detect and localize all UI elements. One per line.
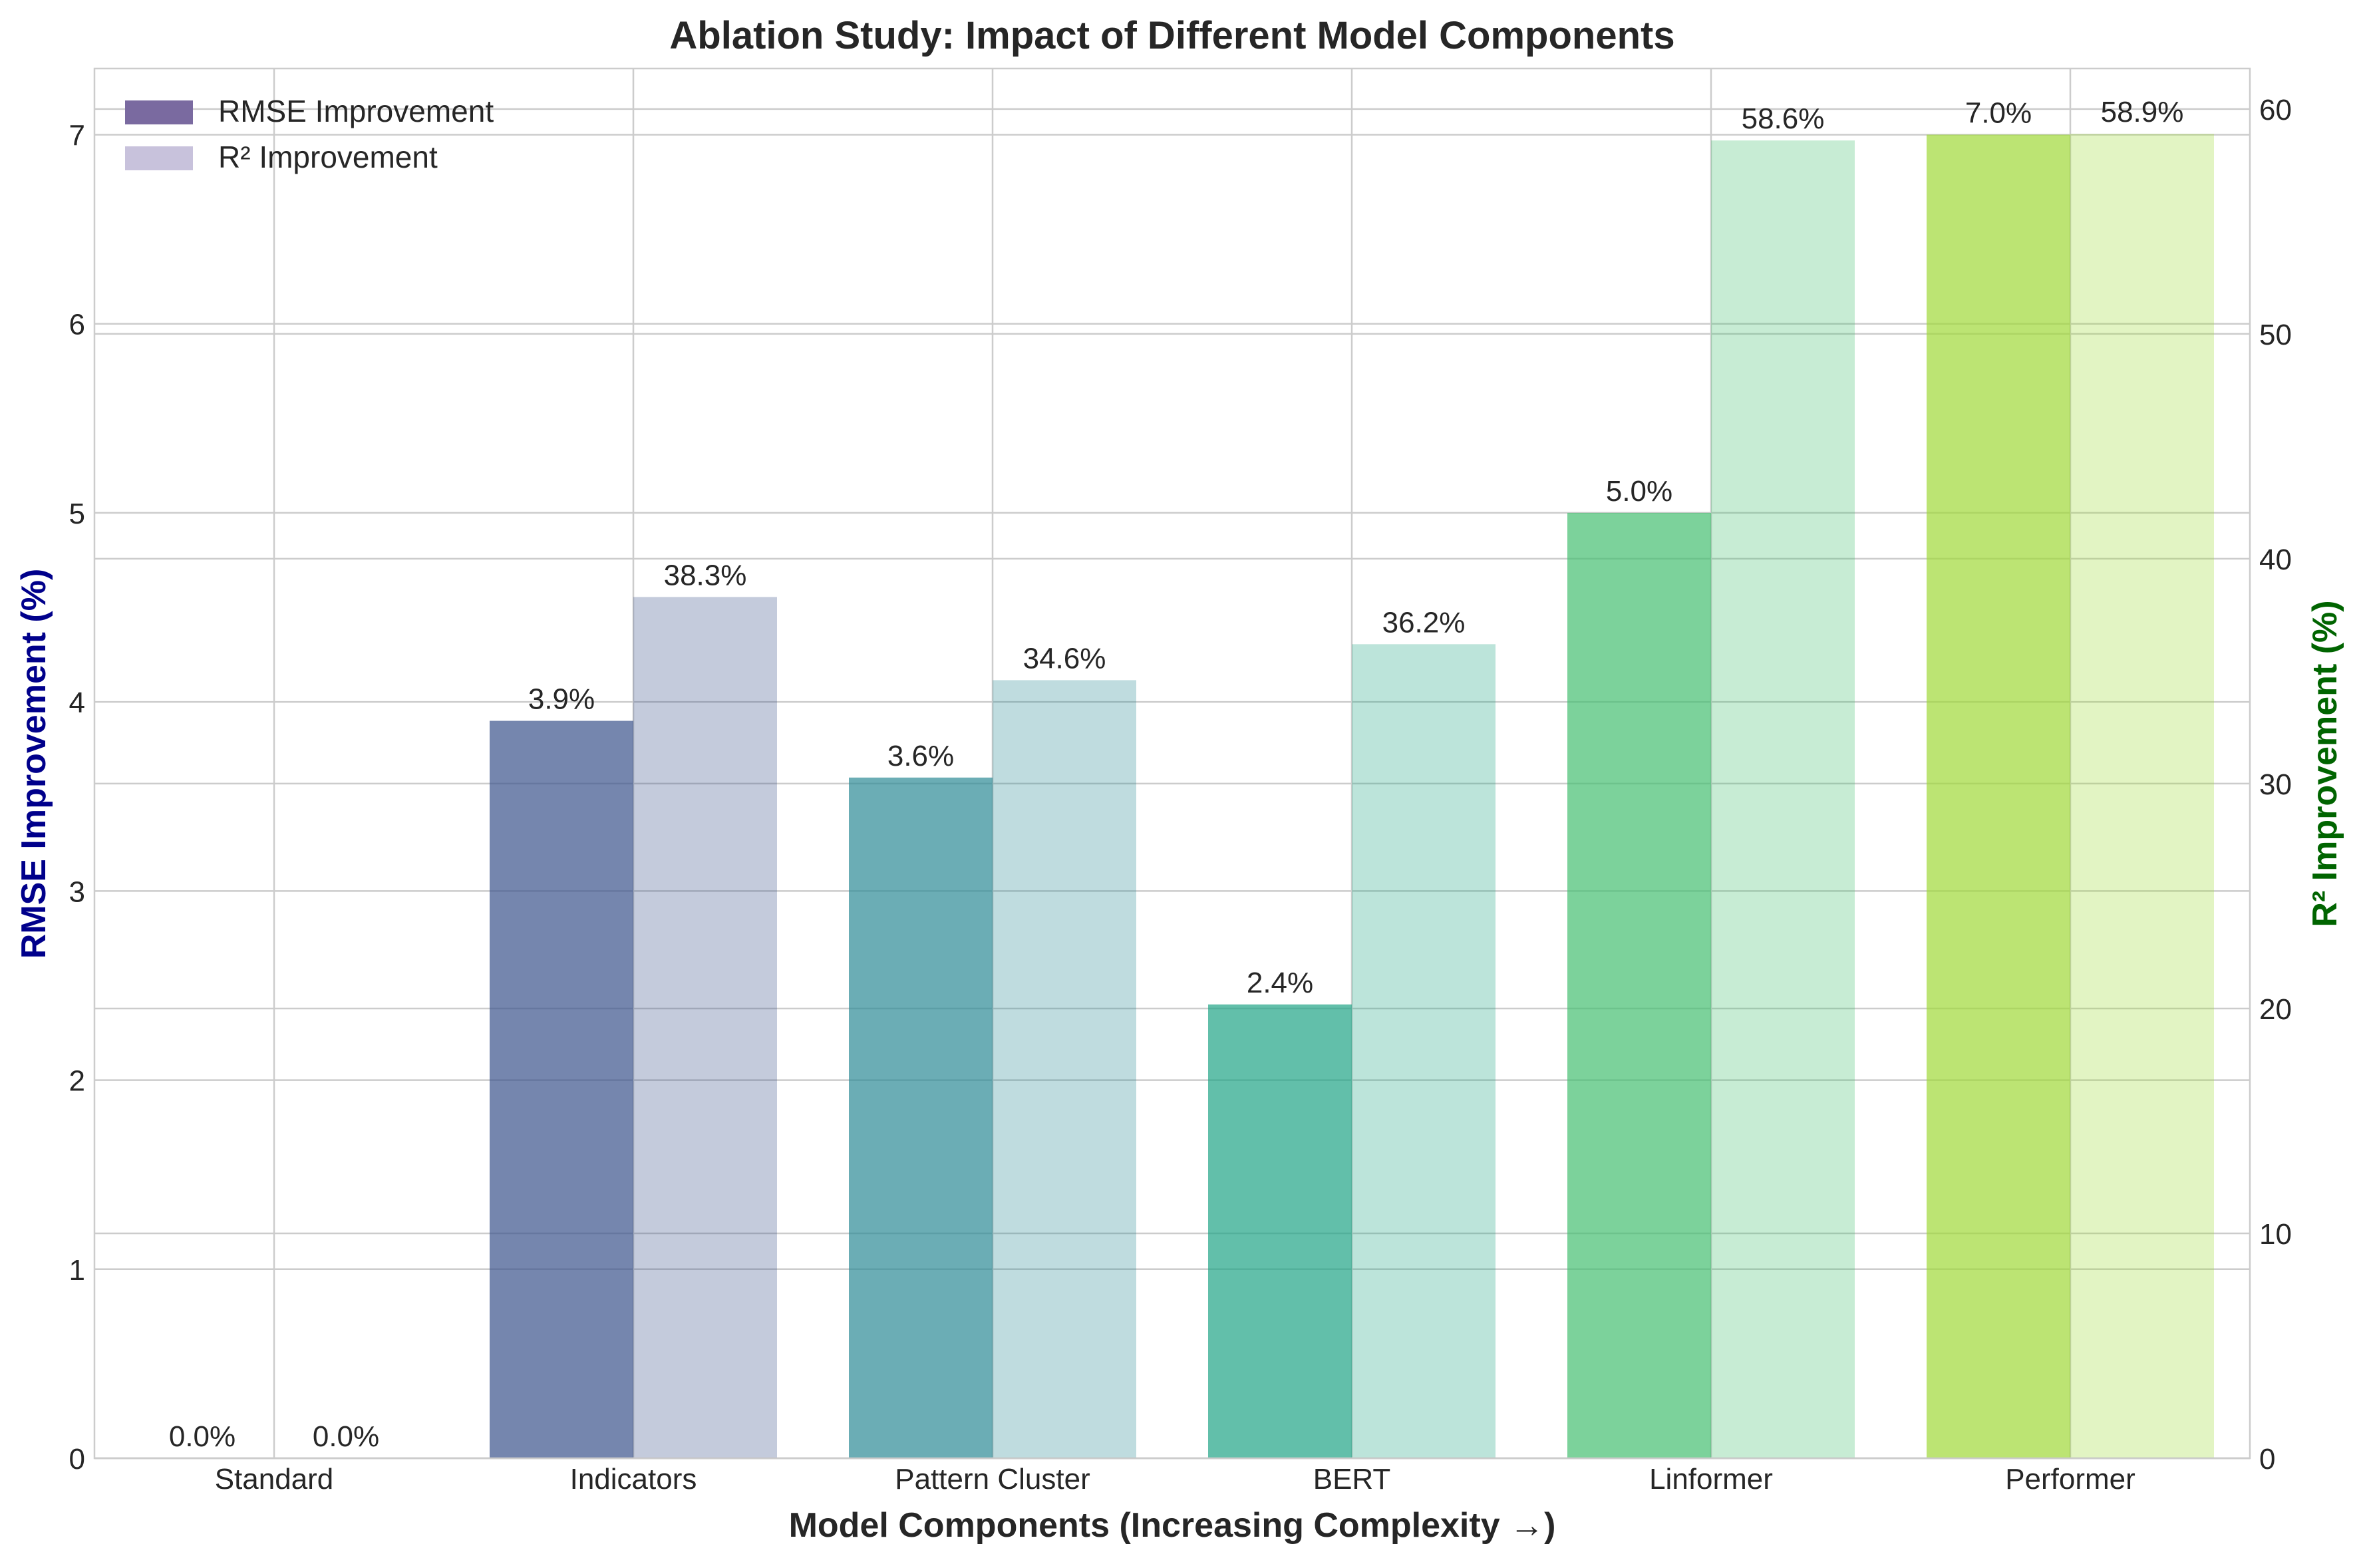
data-labels: 0.0% 0.0% 3.9% 38.3% 3.6% 34.6% 2.4% 36.2% 5.0% 5… (169, 96, 2184, 1453)
x-tick-4: Linformer (1649, 1463, 1773, 1495)
bar-rmse-5 (1927, 134, 2070, 1458)
y-axis-left-title: RMSE Improvement (%) (15, 569, 53, 959)
bar-r2-4 (1711, 140, 1855, 1458)
bars (490, 134, 2214, 1459)
plot-frame (93, 67, 2251, 1460)
data-label-rmse-5: 7.0% (1965, 96, 2032, 129)
data-label-rmse-0: 0.0% (169, 1420, 236, 1453)
y-axis-right-title: R² Improvement (%) (2306, 600, 2344, 927)
y-tick-right-40: 40 (2259, 544, 2292, 576)
y-tick-right-30: 30 (2259, 768, 2292, 801)
y-tick-left-6: 6 (69, 309, 85, 341)
y-tick-left-5: 5 (69, 498, 85, 530)
x-tick-3: BERT (1313, 1463, 1391, 1495)
data-label-r2-2: 34.6% (1023, 642, 1106, 675)
bar-rmse-1 (490, 720, 633, 1458)
y-tick-left-1: 1 (69, 1254, 85, 1287)
y-tick-right-20: 20 (2259, 993, 2292, 1026)
y-tick-left-0: 0 (69, 1443, 85, 1476)
data-label-r2-1: 38.3% (664, 559, 747, 591)
legend-label-r2: R² Improvement (218, 140, 438, 174)
x-tick-0: Standard (215, 1463, 334, 1495)
data-label-r2-5: 58.9% (2101, 96, 2184, 128)
y-tick-right-10: 10 (2259, 1218, 2292, 1251)
data-label-rmse-2: 3.6% (887, 740, 954, 772)
bar-r2-1 (633, 597, 777, 1458)
legend: RMSE Improvement R² Improvement (125, 94, 494, 174)
data-label-rmse-1: 3.9% (528, 683, 595, 716)
bar-r2-2 (993, 680, 1136, 1458)
ticks: 0 1 2 3 4 5 6 7 0 10 20 30 40 50 60 Standard Indicators P… (69, 94, 2292, 1495)
data-label-rmse-3: 2.4% (1247, 967, 1313, 999)
y-tick-left-2: 2 (69, 1065, 85, 1098)
bar-r2-5 (2070, 134, 2214, 1459)
legend-swatch-r2 (125, 146, 193, 170)
bar-rmse-2 (849, 777, 993, 1458)
x-axis-title: Model Components (Increasing Complexity … (789, 1506, 1556, 1545)
data-label-rmse-4: 5.0% (1606, 475, 1672, 508)
y-tick-right-60: 60 (2259, 94, 2292, 126)
data-label-r2-3: 36.2% (1382, 606, 1466, 639)
chart-title: Ablation Study: Impact of Different Mode… (669, 14, 1674, 57)
legend-swatch-rmse (125, 100, 193, 124)
bar-r2-3 (1352, 644, 1496, 1459)
data-label-r2-4: 58.6% (1742, 102, 1825, 135)
y-tick-left-7: 7 (69, 119, 85, 152)
data-label-r2-0: 0.0% (313, 1420, 379, 1453)
y-tick-left-4: 4 (69, 687, 85, 719)
bar-rmse-4 (1567, 512, 1711, 1458)
bar-rmse-3 (1208, 1004, 1352, 1458)
y-tick-right-0: 0 (2259, 1443, 2275, 1476)
x-tick-5: Performer (2005, 1463, 2135, 1495)
x-tick-1: Indicators (570, 1463, 697, 1495)
x-tick-2: Pattern Cluster (895, 1463, 1090, 1495)
legend-label-rmse: RMSE Improvement (218, 94, 494, 128)
y-tick-right-50: 50 (2259, 319, 2292, 351)
y-tick-left-3: 3 (69, 875, 85, 908)
